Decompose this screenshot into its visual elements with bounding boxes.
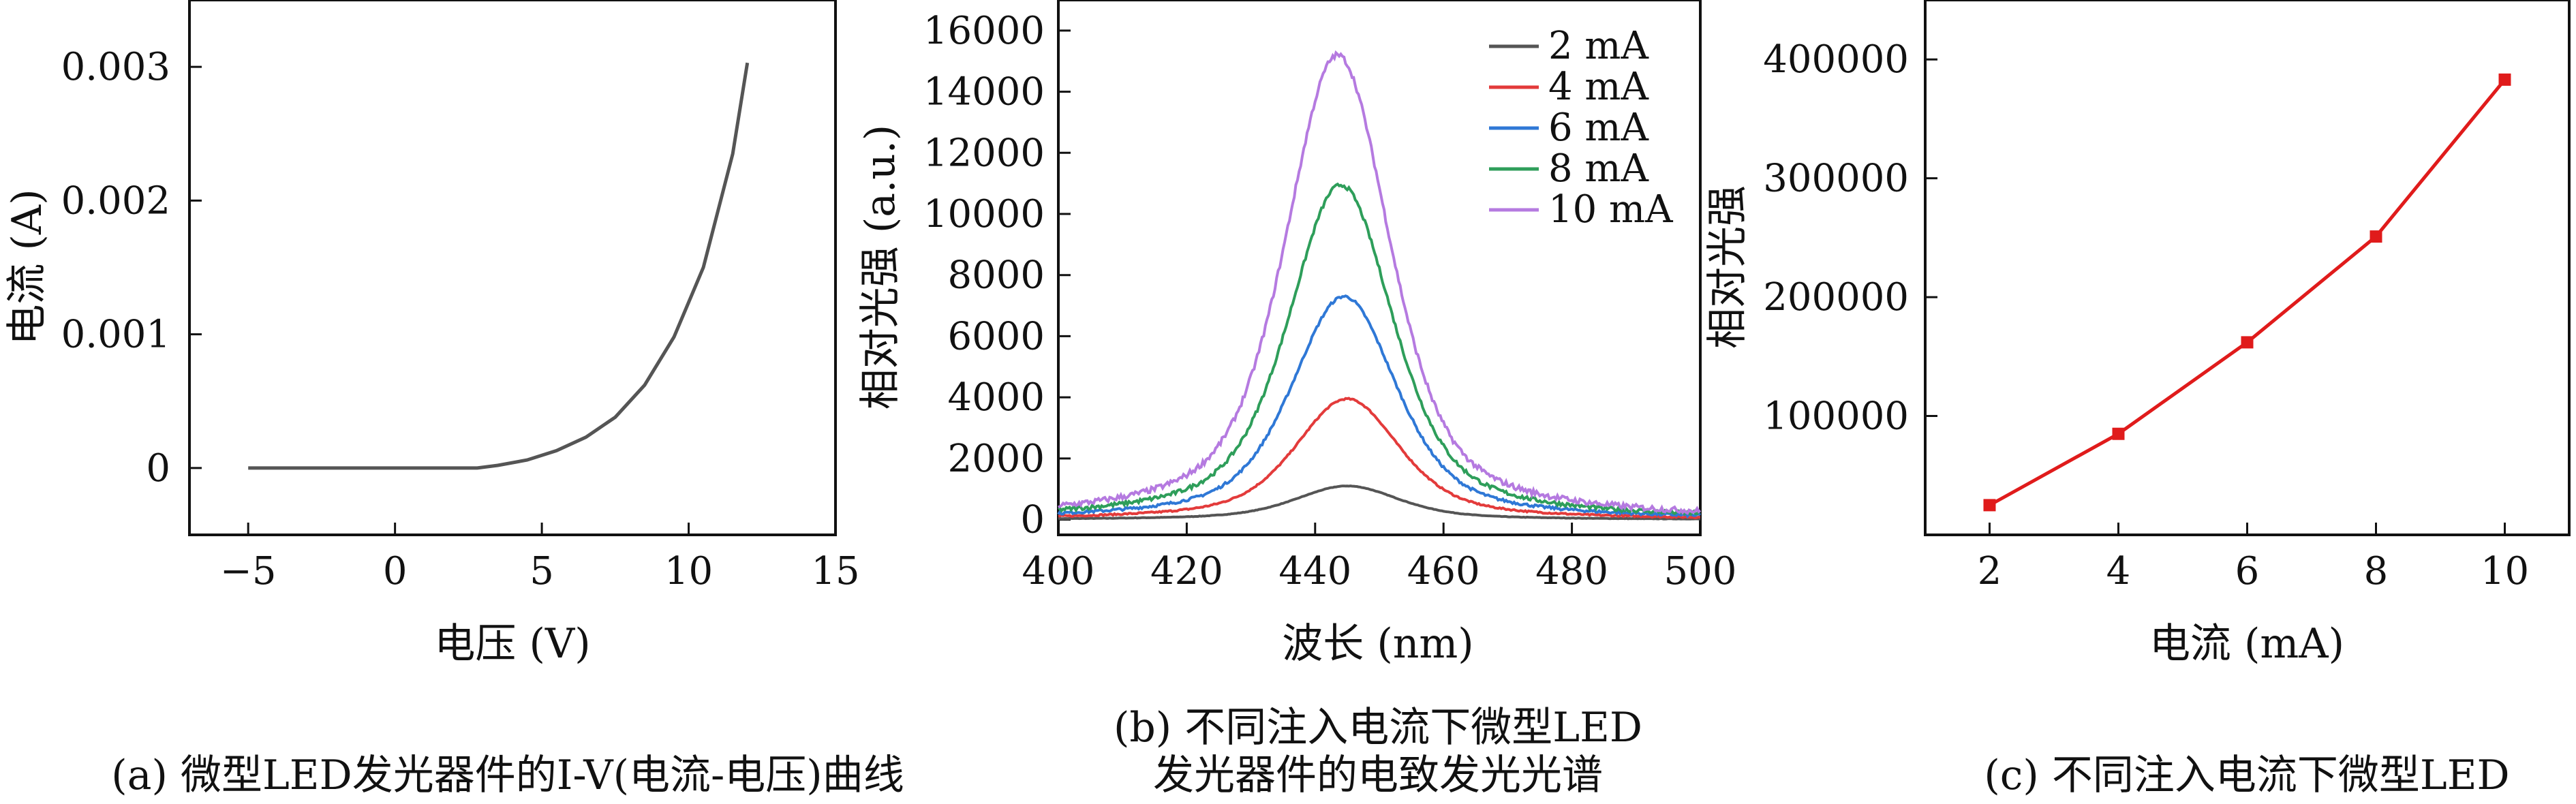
panel-a-x-tick-label: 0 — [383, 549, 408, 593]
panel-c-ticks: 2 4 6 8 10 100000 200000 300000 400000 — [1763, 37, 2529, 593]
panel-b-spectra-lines — [1057, 50, 1702, 521]
panel-b-el-spectra: 400 420 440 460 480 500 0 2000 4000 6000 8000 10000… — [857, 0, 1736, 799]
panel-b-legend-label: 4 mA — [1548, 65, 1649, 109]
panel-c-data-point — [2370, 230, 2382, 243]
panel-b-x-axis-label: 波长 (nm) — [1282, 620, 1473, 668]
panel-c-caption: (c) 不同注入电流下微型LED — [1984, 752, 2509, 799]
panel-a-x-tick-label: 5 — [530, 549, 554, 593]
panel-a-y-tick-label: 0.002 — [61, 179, 170, 223]
panel-a-x-tick-label: −5 — [220, 549, 277, 593]
panel-b-y-tick-label: 12000 — [923, 131, 1045, 175]
panel-b-y-tick-label: 6000 — [947, 314, 1045, 358]
panel-b-series-line — [1058, 484, 1701, 521]
panel-b-plot-frame — [1057, 0, 1702, 536]
panel-b-series-line — [1057, 294, 1702, 519]
panel-b-x-tick-label: 480 — [1535, 549, 1608, 593]
panel-b-x-tick-label: 500 — [1664, 549, 1737, 593]
panel-b-y-tick-label: 14000 — [923, 70, 1045, 114]
panel-b-series-line — [1057, 182, 1701, 516]
panel-b-y-tick-label: 16000 — [923, 9, 1045, 53]
panel-c-y-tick-label: 400000 — [1763, 37, 1909, 82]
panel-c-x-tick-label: 2 — [1978, 549, 2002, 593]
panel-a-y-tick-label: 0.001 — [61, 313, 170, 357]
panel-b-x-tick-label: 420 — [1150, 549, 1223, 593]
panel-c-data-point — [2498, 73, 2511, 86]
panel-b-caption-line-2: 发光器件的电致发光光谱 — [1153, 752, 1603, 799]
panel-a-y-tick-label: 0 — [146, 446, 170, 491]
panel-a-y-axis-label: 电流 (A) — [3, 189, 51, 345]
panel-c-x-tick-label: 10 — [2481, 549, 2529, 593]
panel-b-ticks: 400 420 440 460 480 500 0 2000 4000 6000 8000 10000… — [923, 9, 1737, 593]
panel-c-x-tick-label: 4 — [2106, 549, 2131, 593]
panel-c-y-tick-label: 300000 — [1763, 157, 1909, 201]
panel-c-data-point — [1983, 499, 1996, 512]
panel-b-y-axis-label: 相对光强 (a.u.) — [857, 125, 904, 409]
panel-b-y-tick-label: 0 — [1020, 498, 1045, 542]
panel-b-y-tick-label: 8000 — [947, 253, 1045, 298]
panel-a-plot-frame — [188, 0, 837, 536]
panel-b-x-tick-label: 460 — [1407, 549, 1480, 593]
panel-b-series-line — [1058, 397, 1701, 520]
panel-a-x-axis-label: 电压 (V) — [434, 620, 590, 668]
panel-c-intensity-line — [1989, 78, 2506, 507]
panel-b-y-tick-label: 4000 — [947, 375, 1045, 420]
panel-a-iv-curve: −5 0 5 10 15 0 0.001 0.002 0.003 电压 (V) 电流 (A) (… — [3, 0, 904, 799]
panel-b-y-tick-label: 2000 — [947, 437, 1045, 481]
panel-a-caption: (a) 微型LED发光器件的I-V(电流-电压)曲线 — [111, 752, 904, 799]
panel-b-x-tick-label: 440 — [1278, 549, 1351, 593]
panel-b-series-line — [1057, 50, 1702, 515]
panel-c-intensity-vs-current: 2 4 6 8 10 100000 200000 300000 400000 电流 (mA) 相… — [1704, 0, 2571, 799]
panel-c-y-axis-label: 相对光强 — [1704, 185, 1751, 349]
panel-a-y-tick-label: 0.003 — [61, 45, 170, 89]
panel-c-x-tick-label: 6 — [2235, 549, 2260, 593]
panel-c-data-point — [2112, 427, 2125, 440]
panel-c-y-tick-label: 200000 — [1763, 275, 1909, 320]
panel-c-y-tick-label: 100000 — [1763, 395, 1909, 439]
panel-b-y-tick-label: 10000 — [923, 192, 1045, 236]
panel-a-ticks: −5 0 5 10 15 0 0.001 0.002 0.003 — [61, 45, 860, 593]
panel-a-iv-line — [248, 62, 750, 470]
panel-b-x-tick-label: 400 — [1022, 549, 1095, 593]
panel-c-x-axis-label: 电流 (mA) — [2149, 620, 2344, 668]
panel-c-x-tick-label: 8 — [2364, 549, 2389, 593]
panel-c-markers — [1983, 73, 2511, 512]
panel-b-caption-line-1: (b) 不同注入电流下微型LED — [1114, 704, 1642, 752]
panel-c-data-point — [2241, 336, 2254, 349]
panel-c-plot-frame — [1924, 0, 2571, 536]
panel-a-x-tick-label: 15 — [811, 549, 859, 593]
panel-b-legend-label: 8 mA — [1548, 146, 1649, 191]
panel-b-legend-label: 2 mA — [1548, 24, 1649, 68]
panel-a-x-tick-label: 10 — [664, 549, 713, 593]
panel-b-legend-label: 10 mA — [1548, 187, 1673, 232]
panel-b-legend-label: 6 mA — [1548, 106, 1649, 150]
